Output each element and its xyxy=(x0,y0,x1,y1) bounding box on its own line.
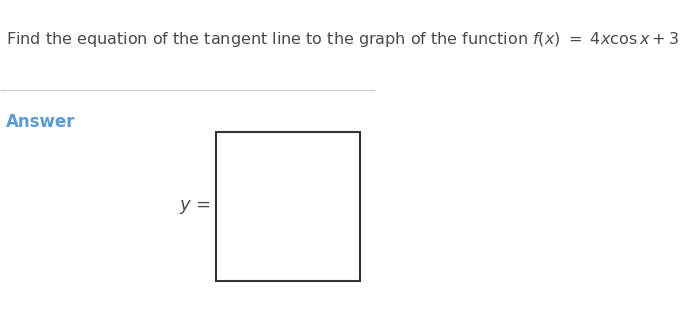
Text: Answer: Answer xyxy=(6,113,76,131)
Bar xyxy=(216,132,360,282)
Text: Find the equation of the tangent line to the graph of the function $f(x)\ =\ 4x\: Find the equation of the tangent line to… xyxy=(6,30,682,49)
Text: $y$ =: $y$ = xyxy=(179,198,211,216)
